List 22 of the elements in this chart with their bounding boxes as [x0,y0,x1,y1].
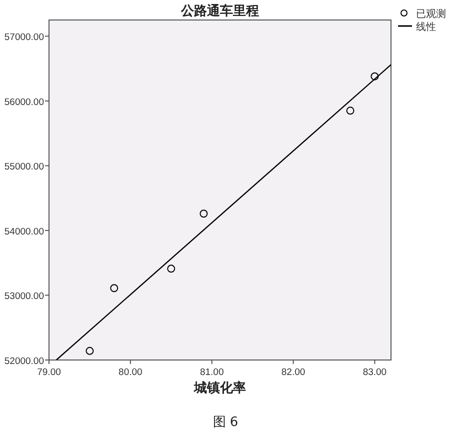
x-tick-label: 82.00 [281,367,306,378]
point [110,284,118,292]
x-axis-title: 城镇化率 [193,380,246,396]
y-tick-label: 55000.00 [4,162,44,173]
x-tick-label: 79.00 [37,367,61,378]
y-tick-label: 57000.00 [4,32,44,44]
legend-label: 线性 [416,21,436,33]
point [200,210,208,218]
caption: 图 6 [212,415,238,430]
point [346,106,354,115]
chart-title: 公路通车里程 [180,3,259,19]
x-tick-label: 81.00 [200,367,224,378]
x-tick-label: 80.00 [118,367,142,378]
y-tick-label: 53000.00 [4,291,44,302]
point [167,264,176,273]
legend-label: 已观测 [416,8,446,20]
point [370,72,379,80]
y-tick-label: 52000.00 [4,356,44,367]
y-tick-label: 54000.00 [4,226,44,238]
point [86,346,94,355]
x-tick-label: 83.00 [362,367,387,378]
y-tick-label: 56000.00 [4,96,44,108]
